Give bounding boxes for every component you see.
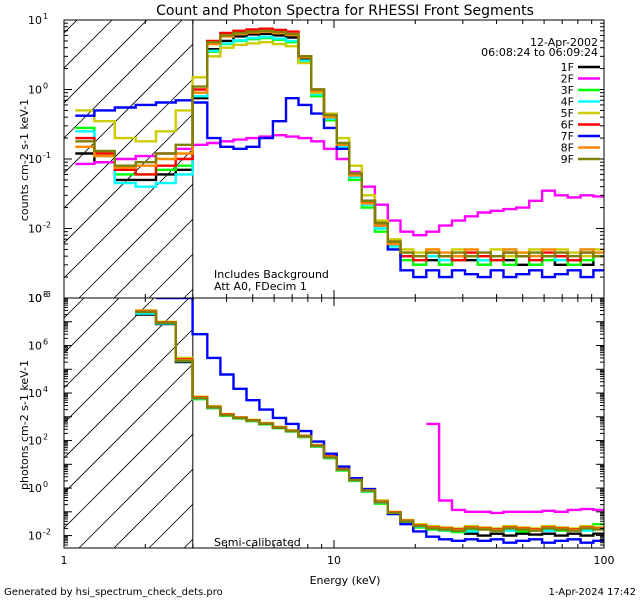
y-tick-exponent: 4	[43, 385, 48, 394]
legend-label-4F: 4F	[561, 96, 574, 109]
legend-label-9F: 9F	[561, 153, 574, 166]
y-tick-exponent: -2	[43, 528, 51, 537]
hatch-line	[64, 20, 148, 104]
annotation-semi-calibrated: Semi-calibrated	[214, 536, 301, 549]
bottom-panel-series	[135, 298, 604, 544]
bottom-series-2F	[426, 422, 604, 515]
x-tick-label: 1	[61, 554, 68, 567]
bottom-series-9F	[135, 310, 604, 532]
top-ylabel: counts cm-2 s-1 keV-1	[18, 99, 31, 221]
hatch-line	[64, 298, 190, 424]
hatch-line	[64, 298, 260, 494]
y-tick-exponent: -2	[43, 221, 51, 230]
hatch-line	[64, 20, 78, 34]
hatch-line	[64, 20, 183, 139]
date-label: 12-Apr-2002	[530, 36, 598, 49]
y-tick-exponent: 1	[43, 12, 48, 21]
time-range-label: 06:08:24 to 06:09:24	[481, 46, 598, 59]
y-tick-label: 10	[28, 223, 42, 236]
y-tick-exponent: 0	[43, 82, 48, 91]
annotation-background: Includes Background	[214, 268, 329, 281]
chart-title: Count and Photon Spectra for RHESSI Fron…	[156, 3, 534, 19]
legend-label-5F: 5F	[561, 107, 574, 120]
y-tick-exponent: 6	[43, 338, 48, 347]
footer-timestamp: 1-Apr-2024 17:42	[549, 587, 636, 598]
legend-label-6F: 6F	[561, 119, 574, 132]
legend-label-8F: 8F	[561, 142, 574, 155]
hatch-line	[0, 0, 64, 298]
legend-label-2F: 2F	[561, 73, 574, 86]
y-tick-label: 10	[28, 292, 42, 305]
y-tick-exponent: 8	[43, 290, 48, 299]
top-panel-series	[75, 27, 604, 279]
y-tick-label: 10	[28, 482, 42, 495]
y-tick-label: 10	[28, 14, 42, 27]
legend-label-3F: 3F	[561, 84, 574, 97]
bottom-ylabel: photons cm-2 s-1 keV-1	[18, 360, 31, 490]
xlabel: Energy (keV)	[310, 574, 381, 587]
hatch-line	[64, 298, 225, 459]
annotation-attenuator: Att A0, FDecim 1	[214, 280, 307, 293]
hatch-line	[64, 20, 113, 69]
x-tick-label: 10	[327, 554, 341, 567]
y-tick-exponent: -1	[43, 151, 51, 160]
x-tick-label: 100	[594, 554, 615, 567]
y-tick-label: 10	[28, 153, 42, 166]
generated-by: Generated by hsi_spectrum_check_dets.pro	[4, 587, 223, 598]
y-tick-label: 10	[28, 292, 42, 305]
y-tick-label: 10	[28, 84, 42, 97]
y-tick-label: 10	[28, 340, 42, 353]
top-series-9F	[75, 29, 604, 258]
legend-label-1F: 1F	[561, 61, 574, 74]
y-tick-exponent: 2	[43, 433, 48, 442]
legend-label-7F: 7F	[561, 130, 574, 143]
y-tick-exponent: -3	[43, 290, 51, 299]
y-tick-label: 10	[28, 435, 42, 448]
y-tick-label: 10	[28, 387, 42, 400]
y-tick-exponent: 0	[43, 480, 48, 489]
y-tick-label: 10	[28, 530, 42, 543]
